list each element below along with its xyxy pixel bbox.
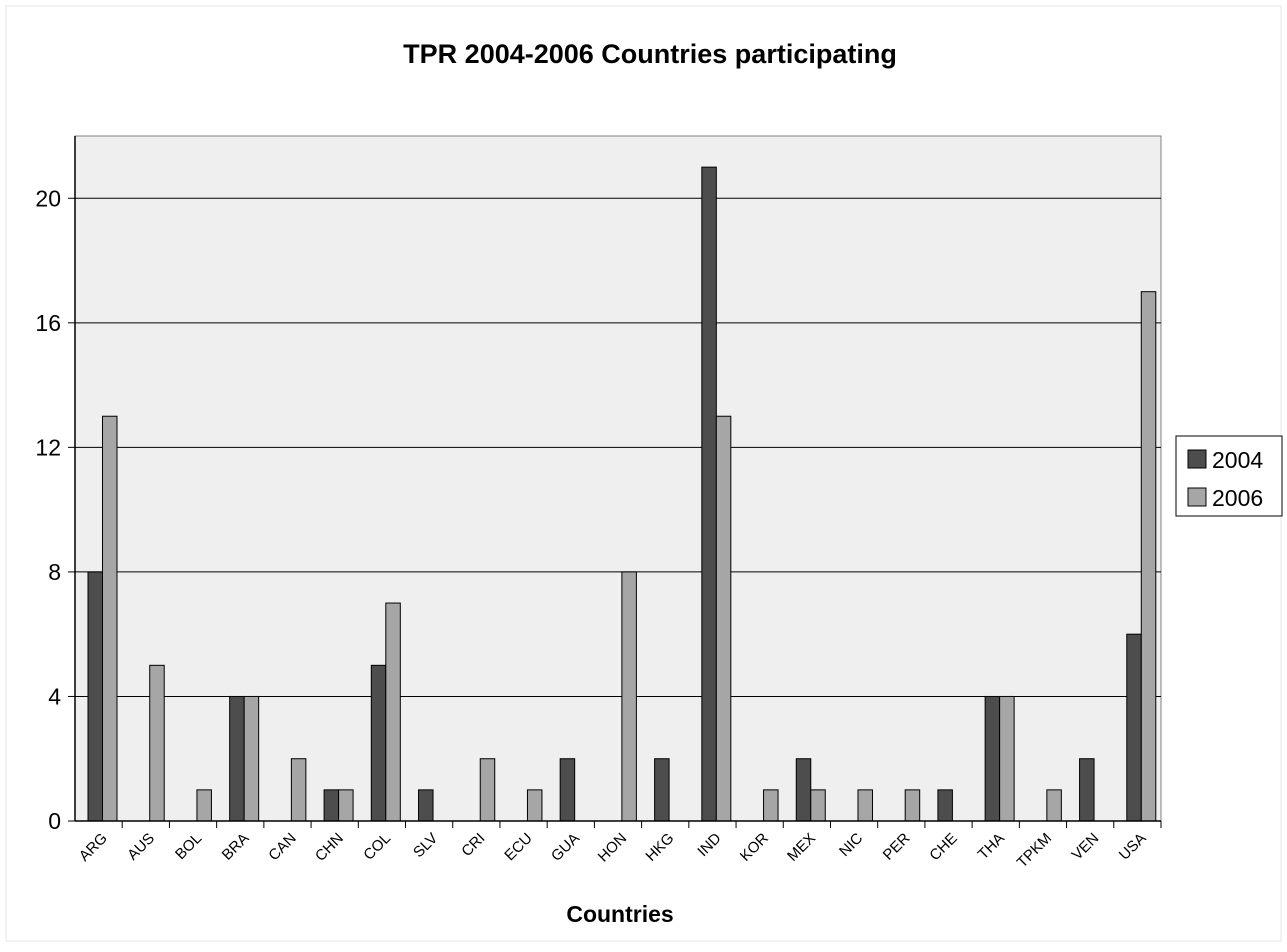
legend-swatch-2006 — [1187, 487, 1207, 507]
bar-2006-THA — [999, 695, 1015, 822]
y-tick-label: 0 — [48, 808, 61, 834]
bar-2006-KOR — [763, 789, 779, 822]
bar-2006-TPKM — [1046, 789, 1062, 822]
bar-2006-AUS — [149, 664, 165, 822]
bar-2006-PER — [904, 789, 921, 822]
y-tick-labels: 0 4 8 12 16 20 — [35, 185, 61, 834]
bar-2004-HKG — [654, 758, 670, 822]
legend-label-2006: 2006 — [1212, 485, 1263, 511]
bar-2004-IND — [701, 166, 717, 822]
bar-2004-CHE — [937, 789, 953, 822]
bar-2006-BRA — [243, 695, 260, 822]
bar-2006-USA — [1140, 291, 1157, 822]
y-tick-label: 12 — [35, 434, 61, 460]
bar-2006-BOL — [196, 789, 212, 822]
bar-2004-MEX — [795, 758, 812, 822]
bar-2006-ECU — [526, 789, 543, 822]
bar-2004-THA — [984, 695, 1001, 822]
bar-2004-ARG — [87, 571, 103, 822]
axes — [68, 136, 1162, 828]
y-tick-label: 8 — [48, 559, 61, 585]
bar-2006-CHN — [338, 789, 354, 822]
bar-2006-COL — [385, 602, 401, 822]
legend: 2004 2006 — [1175, 435, 1283, 517]
bar-2004-GUA — [559, 758, 576, 822]
bar-2006-MEX — [810, 789, 826, 822]
bar-2006-CAN — [290, 758, 307, 822]
y-tick-label: 20 — [35, 185, 61, 211]
bar-2006-ARG — [102, 415, 118, 822]
bar-2004-CHN — [323, 789, 340, 822]
bar-2006-NIC — [857, 789, 873, 822]
bar-2004-VEN — [1079, 758, 1095, 822]
y-tick-label: 16 — [35, 310, 61, 336]
bar-2004-COL — [370, 664, 387, 822]
bar-2006-HON — [621, 571, 637, 822]
legend-label-2004: 2004 — [1212, 447, 1263, 473]
bar-2004-USA — [1126, 633, 1142, 822]
x-axis-label: Countries — [566, 901, 673, 927]
bars — [87, 166, 1157, 822]
bar-2006-IND — [715, 415, 732, 822]
chart-title: TPR 2004-2006 Countries participating — [403, 39, 897, 69]
bar-2004-BRA — [229, 695, 245, 822]
legend-swatch-2004 — [1187, 449, 1207, 469]
bar-2004-SLV — [418, 789, 434, 822]
bar-2006-CRI — [479, 758, 496, 822]
y-tick-label: 4 — [48, 683, 61, 709]
